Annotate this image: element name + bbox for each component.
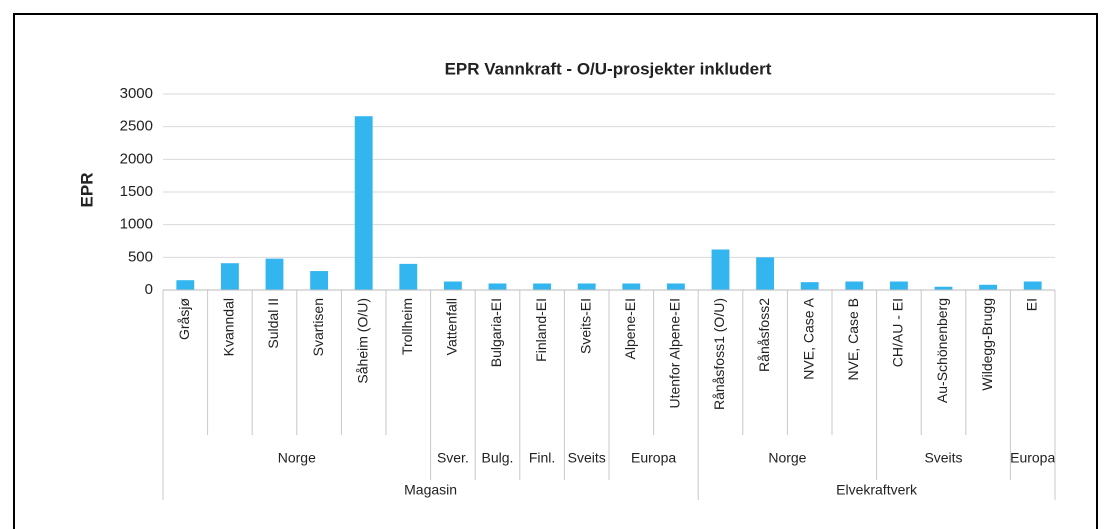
x-tick-label: Suldal II [265, 298, 281, 349]
bar [845, 281, 864, 290]
bar [310, 271, 329, 290]
bar [533, 283, 552, 290]
x-tick-label: Au-Schönenberg [934, 298, 950, 403]
group-label: Europa [631, 450, 676, 466]
x-tick-label: Såheim (O/U) [354, 298, 370, 384]
group-label: Europa [1010, 450, 1055, 466]
group-label: Norge [768, 450, 806, 466]
x-tick-label: Rånåsfoss2 [756, 298, 772, 372]
y-tick-label: 3000 [120, 85, 153, 102]
x-tick-label: NVE, Case A [800, 297, 816, 379]
group-label: Finl. [529, 450, 555, 466]
y-tick-label: 2500 [120, 118, 153, 135]
frame [13, 13, 1098, 529]
chart-title: EPR Vannkraft - O/U-prosjekter inkludert [445, 59, 772, 78]
bar [622, 283, 641, 290]
bar [800, 282, 819, 290]
x-tick-label: Sveits-EI [577, 298, 593, 354]
x-tick-label: Rånåsfoss1 (O/U) [711, 298, 727, 410]
x-tick-label: Svartisen [310, 298, 326, 356]
bar [488, 283, 507, 290]
x-tick-label: NVE, Case B [845, 298, 861, 380]
y-axis-label: EPR [77, 173, 96, 208]
bar [756, 257, 775, 290]
bar [176, 280, 195, 290]
x-tick-label: CH/AU - EI [890, 298, 906, 367]
y-tick-label: 1000 [120, 216, 153, 233]
bar [577, 283, 596, 290]
x-tick-label: Utenfor Alpene-EI [667, 298, 683, 409]
group-label: Sver. [437, 450, 469, 466]
x-tick-label: Finland-EI [533, 298, 549, 362]
bar [1023, 281, 1042, 290]
y-tick-label: 1500 [120, 183, 153, 200]
group-label: Norge [278, 450, 316, 466]
supergroup-label: Magasin [404, 482, 457, 498]
bar [934, 286, 953, 290]
bar [666, 283, 685, 290]
bar [979, 284, 998, 290]
bar [711, 249, 730, 290]
bar [265, 258, 284, 290]
x-tick-label: EI [1023, 298, 1039, 311]
x-tick-label: Trollheim [399, 298, 415, 355]
x-tick-label: Vattenfall [444, 298, 460, 355]
group-label: Sveits [924, 450, 962, 466]
y-tick-label: 0 [145, 281, 153, 298]
bar [889, 281, 908, 290]
bar [443, 281, 462, 290]
x-tick-label: Bulgaria-EI [488, 298, 504, 367]
x-tick-label: Kvanndal [221, 298, 237, 356]
x-tick-label: Gråsjø [176, 298, 192, 340]
supergroup-label: Elvekraftverk [836, 482, 918, 498]
y-tick-label: 2000 [120, 150, 153, 167]
bar [354, 116, 373, 290]
y-tick-label: 500 [128, 248, 153, 265]
x-tick-label: Alpene-EI [622, 298, 638, 359]
group-label: Bulg. [482, 450, 514, 466]
bar [399, 263, 418, 290]
x-tick-label: Wildegg-Brugg [979, 298, 995, 391]
group-label: Sveits [568, 450, 606, 466]
bar [220, 263, 239, 290]
